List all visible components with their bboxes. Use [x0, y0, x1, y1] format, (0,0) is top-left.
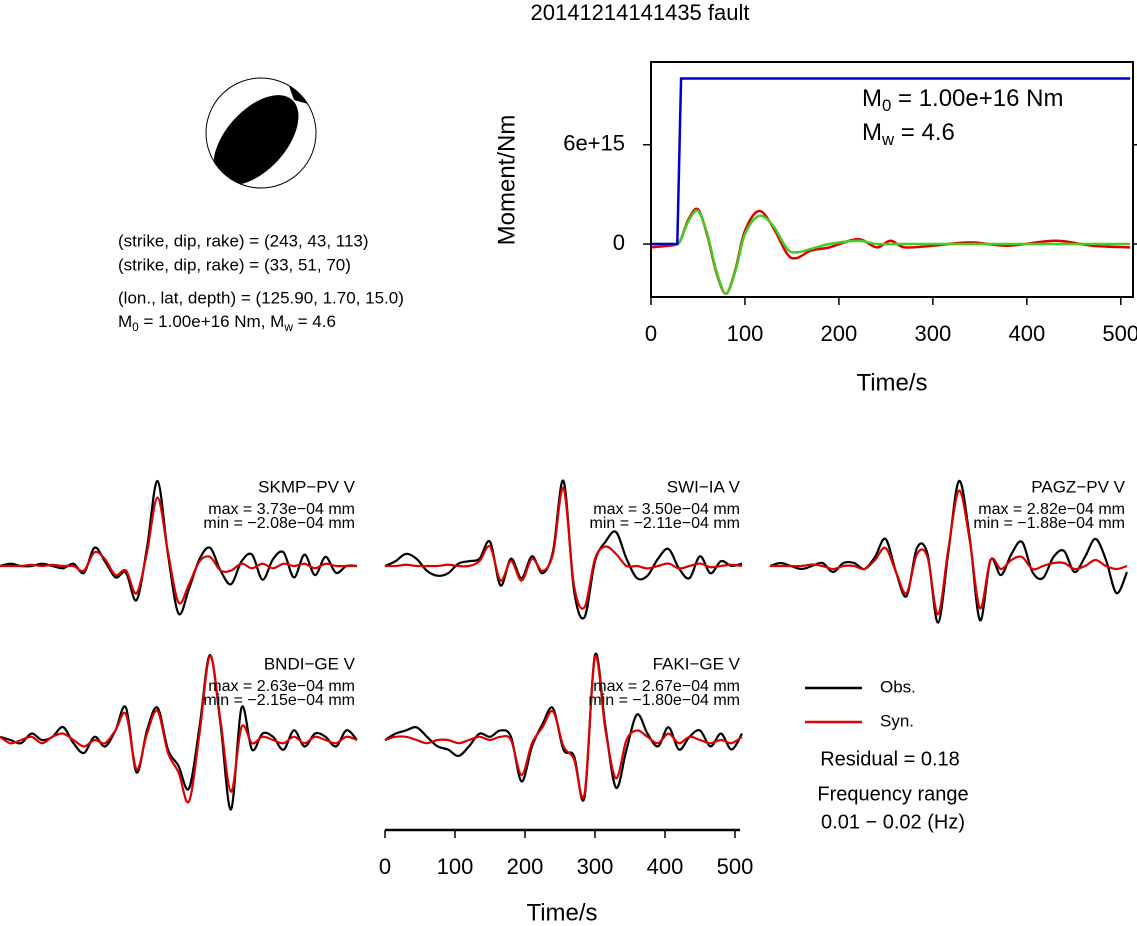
y-tick-label: 0 [613, 230, 625, 255]
x-axis-label: Time/s [856, 369, 927, 396]
beachball-wedge [289, 86, 308, 104]
waveform-obs [0, 479, 358, 616]
waveform-obs [384, 479, 743, 620]
annotation: Mw = 4.6 [862, 119, 955, 149]
moment-curve [651, 77, 1131, 246]
station-label: BNDI−GE V [264, 654, 356, 673]
x-tick-label: 400 [1008, 321, 1045, 346]
frequency: Frequency range [817, 783, 968, 805]
station-label: PAGZ−PV V [1031, 477, 1125, 496]
max-label: max = 2.63e−04 mm [208, 678, 355, 695]
x-tick-label: 500 [717, 854, 754, 879]
x-tick-label: 100 [727, 321, 764, 346]
text-part: M [118, 312, 132, 331]
subscript: w [283, 320, 293, 334]
residual: Residual = 0.18 [820, 748, 960, 770]
min-label: min = −1.88e−04 mm [973, 515, 1125, 532]
min-label: min = −2.08e−04 mm [203, 515, 355, 532]
x-axis-label: Time/s [526, 899, 597, 926]
waveform-syn [769, 489, 1128, 616]
x-tick-label: 400 [647, 854, 684, 879]
info-line: M0 = 1.00e+16 Nm, Mw = 4.6 [118, 312, 336, 334]
x-tick-label: 0 [379, 854, 391, 879]
legend-label: Syn. [880, 711, 914, 730]
waveform-syn [0, 496, 357, 605]
min-label: min = −2.15e−04 mm [203, 692, 355, 709]
info-line: (lon., lat, depth) = (125.90, 1.70, 15.0… [118, 288, 404, 307]
plot-frame [650, 61, 1134, 298]
x-tick-label: 500 [1102, 321, 1137, 346]
waveform-syn [384, 487, 743, 610]
beachball-compression [213, 95, 299, 185]
min-label: min = −1.80e−04 mm [588, 692, 740, 709]
x-tick-label: 200 [821, 321, 858, 346]
x-tick-label: 200 [507, 854, 544, 879]
max-label: max = 2.82e−04 mm [978, 501, 1125, 518]
max-label: max = 3.73e−04 mm [208, 501, 355, 518]
info-line: (strike, dip, rake) = (243, 43, 113) [118, 231, 369, 250]
station-label: SWI−IA V [667, 477, 741, 496]
max-label: max = 3.50e−04 mm [593, 501, 740, 518]
waveform-syn [0, 654, 358, 804]
info-line: (strike, dip, rake) = (33, 51, 70) [118, 255, 351, 274]
text-part: M [862, 85, 882, 112]
station-label: SKMP−PV V [258, 477, 356, 496]
waveform-obs [0, 653, 358, 811]
text-part: = 1.00e+16 Nm, M [139, 312, 285, 331]
subscript: 0 [132, 320, 139, 334]
text-part: = 4.6 [894, 119, 955, 146]
figure-title: 20141214141435 fault [531, 0, 750, 25]
subscript: w [881, 131, 895, 150]
text-part: = 1.00e+16 Nm [891, 85, 1063, 112]
x-tick-label: 300 [915, 321, 952, 346]
text-part: M [862, 119, 882, 146]
station-label: FAKI−GE V [653, 654, 741, 673]
moment-curve [650, 207, 1131, 295]
beachball [205, 77, 317, 189]
subscript: 0 [882, 97, 891, 116]
x-tick-label: 0 [645, 321, 657, 346]
min-label: min = −2.11e−04 mm [590, 515, 740, 532]
legend-label: Obs. [880, 677, 916, 696]
frequency: 0.01 − 0.02 (Hz) [821, 811, 965, 833]
annotation: M0 = 1.00e+16 Nm [862, 85, 1063, 115]
y-axis-label: Moment/Nm [493, 115, 520, 246]
waveform-obs [384, 652, 743, 802]
max-label: max = 2.67e−04 mm [593, 678, 740, 695]
text-part: = 4.6 [293, 312, 336, 331]
x-tick-label: 300 [577, 854, 614, 879]
x-tick-label: 100 [437, 854, 474, 879]
moment-curve [651, 209, 1131, 295]
y-tick-label: 6e+15 [563, 131, 625, 156]
waveform-syn [384, 655, 743, 799]
